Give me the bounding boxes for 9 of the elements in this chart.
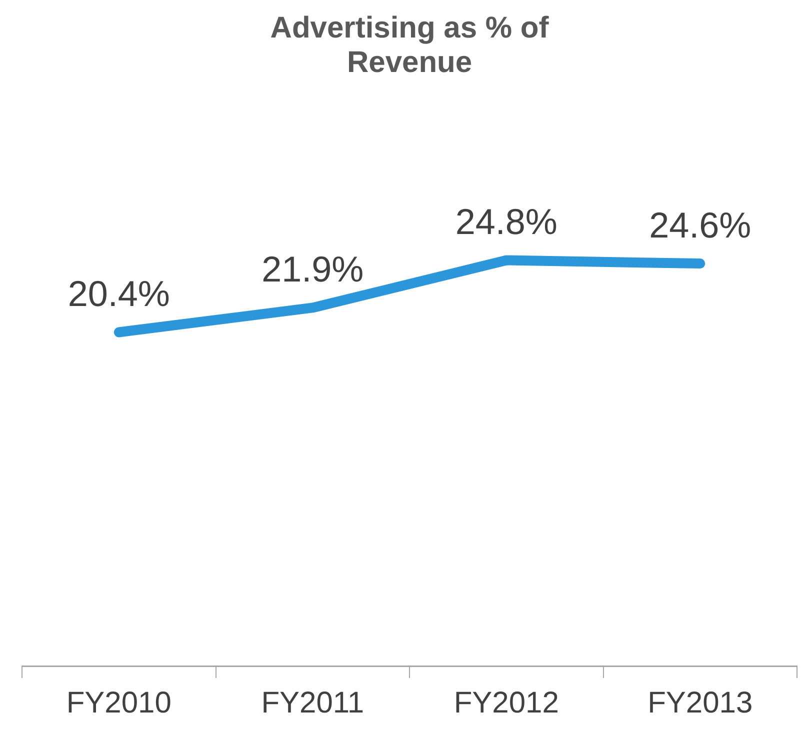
- x-tick-label: FY2010: [66, 686, 172, 720]
- data-label: 20.4%: [68, 273, 170, 314]
- x-tick-label: FY2013: [648, 686, 753, 720]
- chart-title: Advertising as % of Revenue: [270, 12, 550, 80]
- data-label: 21.9%: [262, 248, 364, 290]
- data-label: 24.6%: [649, 204, 752, 246]
- data-label: 24.8%: [455, 201, 558, 242]
- x-tick-label: FY2012: [454, 686, 559, 720]
- x-tick-label: FY2011: [261, 686, 364, 720]
